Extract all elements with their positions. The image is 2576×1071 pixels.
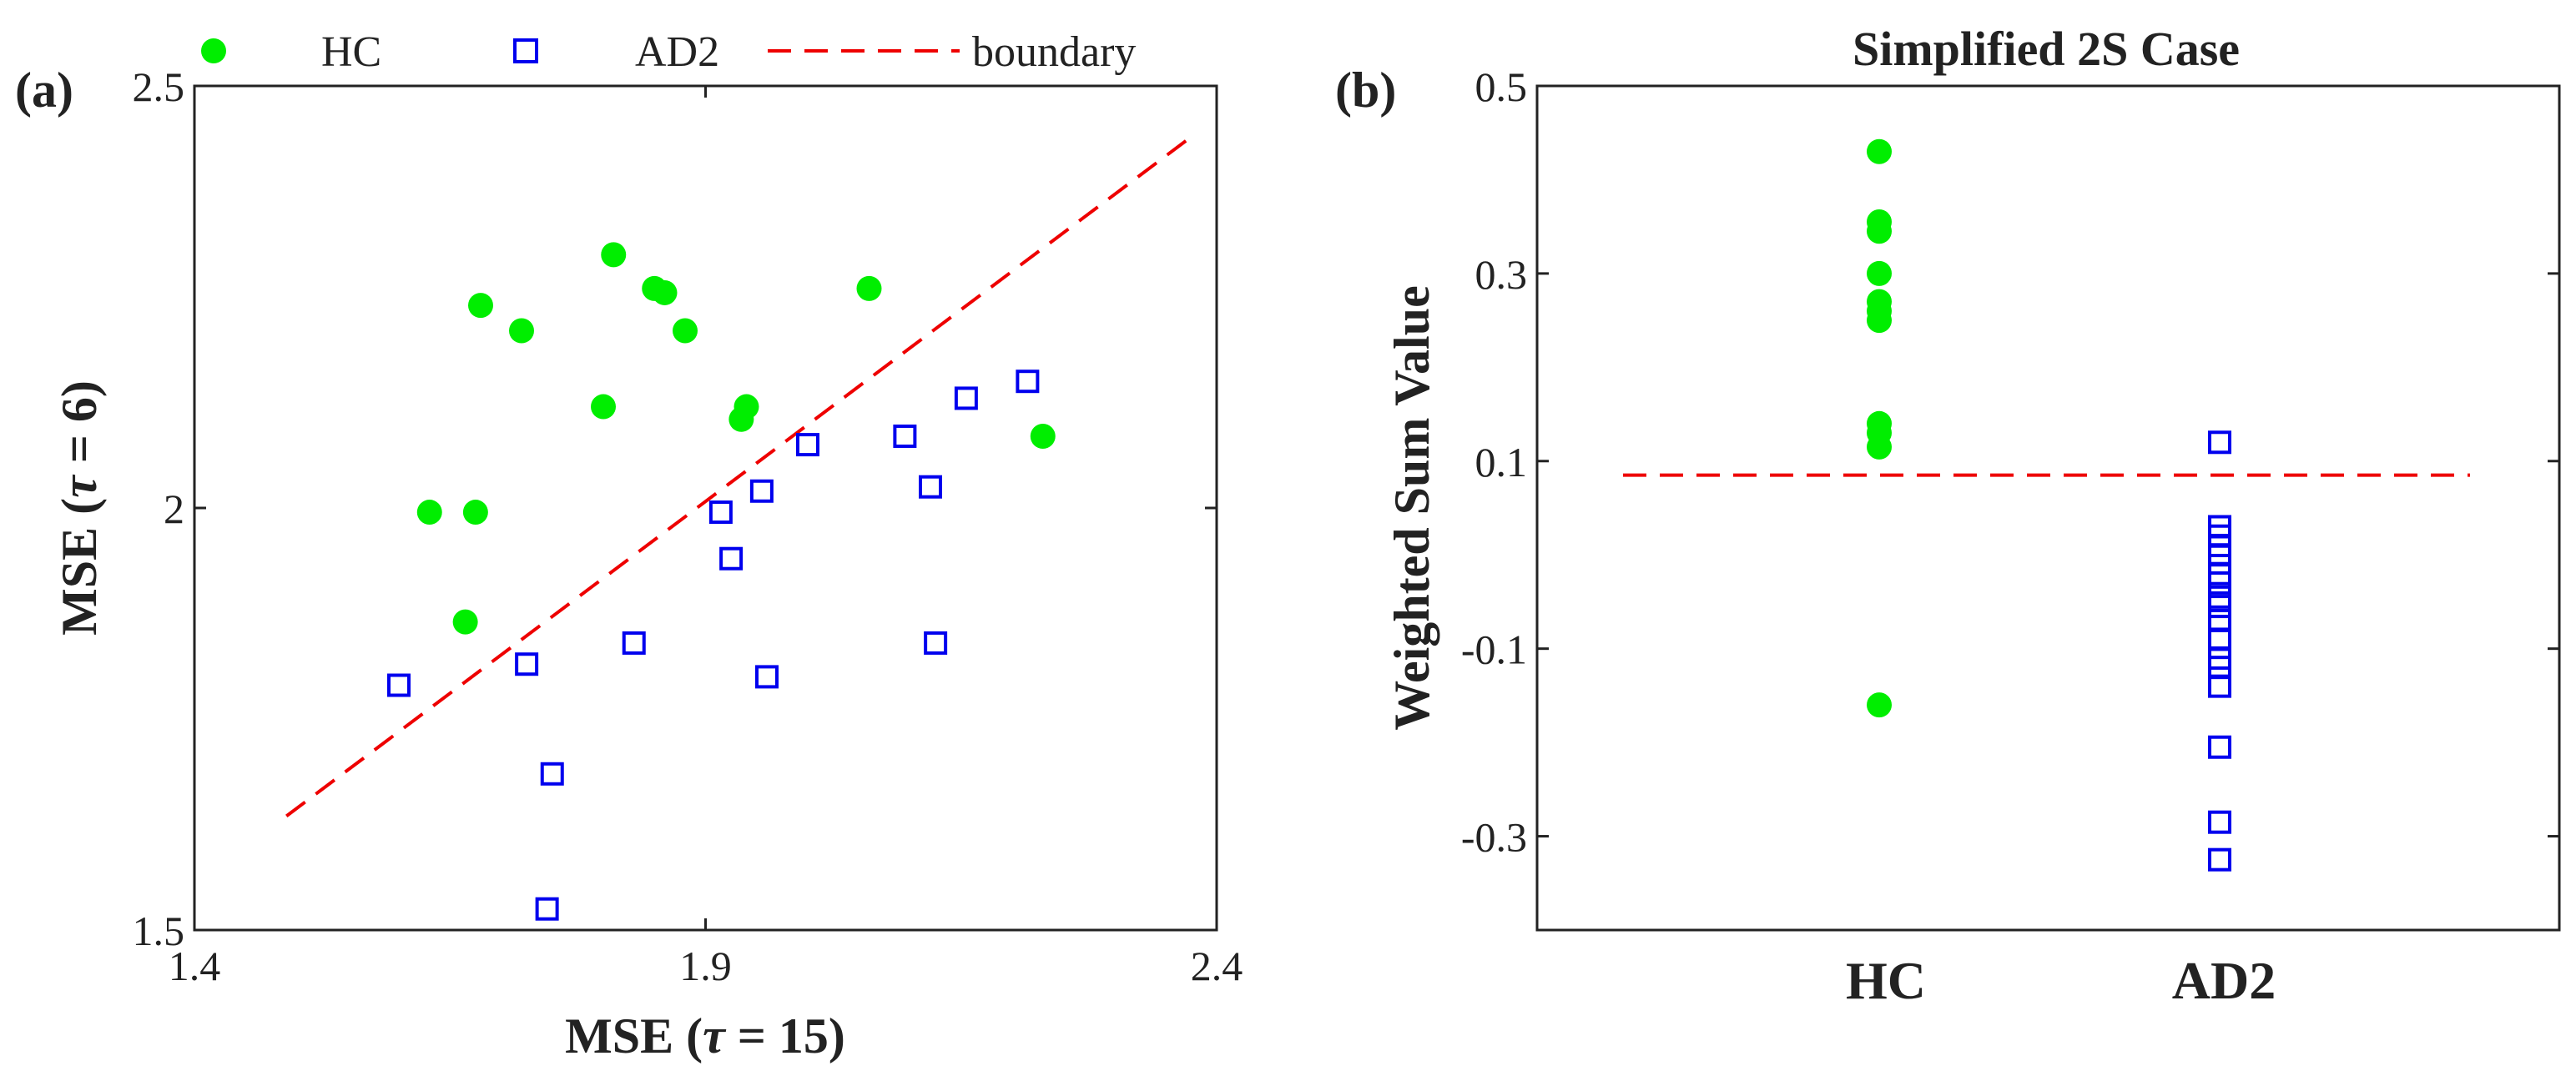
- panel-b: (b) Simplified 2S Case 0.5 0.3 0.1 -0.1 -0.3…: [1335, 22, 2561, 1010]
- ad2-point-a: [535, 897, 559, 921]
- ad2-point-a: [515, 652, 539, 676]
- plot-a-xlabel-open: (: [673, 1008, 703, 1063]
- ad2-point-a: [919, 475, 942, 499]
- plot-a-tick-labels: 1.4 1.9 2.4 1.5 2 2.5: [133, 63, 1243, 989]
- y-tick-label-b: 0.1: [1475, 439, 1528, 485]
- plot-a-xlabel-main: MSE: [565, 1008, 673, 1063]
- ad2-point-a: [796, 433, 819, 457]
- legend: HC AD2 boundary: [201, 28, 1136, 76]
- ad2-point-a: [954, 386, 978, 410]
- y-tick-label-a: 1.5: [133, 908, 185, 954]
- ad2-point-b: [2208, 627, 2231, 651]
- boundary-line-a: [285, 139, 1187, 817]
- hc-point-b: [1867, 434, 1892, 460]
- ad2-point-b: [2208, 430, 2231, 455]
- ad2-point-b: [2208, 608, 2231, 632]
- ad2-point-a: [924, 631, 948, 655]
- ad2-point-b: [2208, 674, 2231, 698]
- plot-a-ylabel-rest: = 6): [52, 380, 107, 475]
- plot-a-frame: [193, 84, 1218, 932]
- x-tick-label-a: 1.9: [679, 943, 732, 989]
- ad2-point-a: [387, 673, 411, 697]
- hc-point-b: [1867, 138, 1892, 164]
- plot-b-tick-labels: 0.5 0.3 0.1 -0.1 -0.3: [1461, 63, 1527, 861]
- plot-b-category-hc: HC: [1846, 951, 1926, 1010]
- ad2-point-a: [749, 479, 774, 503]
- hc-point-a: [416, 500, 442, 525]
- ad2-point-a: [893, 424, 917, 448]
- plot-a-ticks: [193, 84, 1218, 932]
- legend-hc-label: HC: [321, 28, 381, 76]
- x-tick-label-a: 2.4: [1191, 943, 1243, 989]
- hc-point-a: [728, 406, 754, 432]
- plot-b-category-ad2: AD2: [2172, 951, 2276, 1010]
- ad2-point-b: [2208, 847, 2231, 872]
- plot-a-xlabel-rest: = 15): [725, 1008, 845, 1063]
- hc-point-a: [591, 394, 616, 420]
- panel-a-label: (a): [15, 63, 73, 118]
- legend-hc-marker: [201, 38, 226, 63]
- ad2-point-a: [1016, 370, 1040, 394]
- hc-point-b: [1867, 692, 1892, 718]
- y-tick-label-b: -0.1: [1461, 626, 1527, 673]
- y-tick-label-a: 2: [164, 485, 184, 532]
- hc-point-a: [856, 275, 882, 301]
- y-tick-label-b: 0.3: [1475, 251, 1528, 298]
- legend-ad2-label: AD2: [635, 28, 719, 76]
- ad2-point-a: [622, 631, 646, 655]
- legend-ad2-marker: [513, 38, 538, 63]
- plot-b-ylabel: Weighted Sum Value: [1384, 285, 1439, 730]
- ad2-point-a: [708, 500, 733, 525]
- ad2-point-a: [755, 665, 779, 689]
- hc-point-a: [673, 318, 698, 344]
- hc-point-a: [652, 279, 678, 305]
- hc-point-b: [1867, 260, 1892, 286]
- plot-b-ticks: [1537, 84, 2559, 838]
- plot-a-ylabel: MSE (τ = 6): [52, 380, 107, 636]
- hc-point-a: [509, 318, 534, 344]
- plot-a-marks: [285, 139, 1187, 921]
- hc-point-b: [1867, 308, 1892, 334]
- ad2-point-a: [540, 762, 564, 786]
- hc-point-a: [1030, 423, 1056, 449]
- legend-boundary-label: boundary: [972, 28, 1136, 76]
- plot-a-ylabel-open: (: [52, 498, 107, 527]
- plot-b-frame: [1535, 84, 2561, 932]
- panel-b-label: (b): [1335, 63, 1396, 118]
- hc-point-a: [468, 293, 493, 319]
- ad2-point-b: [2208, 810, 2231, 834]
- plot-a-ylabel-main: MSE: [52, 527, 107, 636]
- plot-a-xlabel: MSE (τ = 15): [565, 1008, 845, 1063]
- ad2-point-a: [719, 546, 744, 571]
- y-tick-label-b: 0.5: [1475, 63, 1528, 110]
- plot-a-ylabel-tau: τ: [52, 474, 107, 498]
- plot-a-xlabel-tau: τ: [703, 1008, 727, 1063]
- y-tick-label-b: -0.3: [1461, 814, 1527, 861]
- hc-point-a: [601, 242, 627, 268]
- hc-point-a: [452, 609, 478, 635]
- x-tick-label-a: 1.4: [169, 943, 221, 989]
- hc-point-a: [462, 500, 488, 525]
- plot-b-title: Simplified 2S Case: [1853, 22, 2240, 76]
- hc-point-b: [1867, 219, 1892, 244]
- ad2-point-b: [2208, 735, 2231, 759]
- panel-a: (a) 1.4 1.9 2.41.522.5 MSE (τ = 15) MSE (τ…: [15, 63, 1243, 1063]
- ad2-point-b: [2208, 571, 2231, 595]
- plot-b-marks: [1623, 138, 2470, 872]
- y-tick-label-a: 2.5: [133, 63, 185, 110]
- ad2-point-b: [2208, 595, 2231, 619]
